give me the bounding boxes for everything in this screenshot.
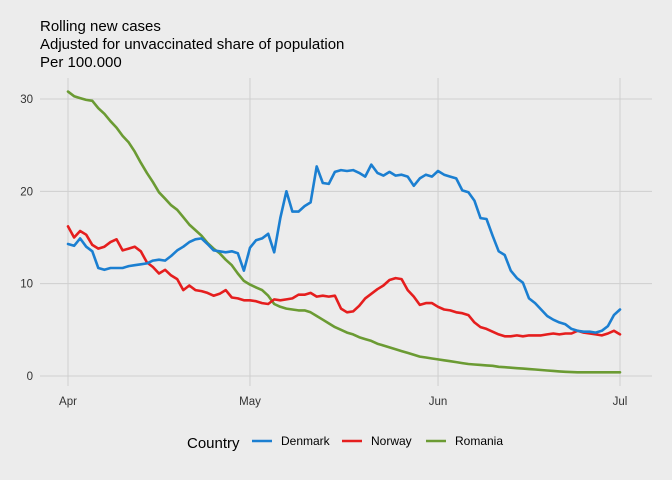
legend-label-norway: Norway: [371, 434, 412, 448]
y-tick-label: 10: [20, 279, 33, 291]
grid: [40, 78, 652, 386]
series-lines: [66, 90, 622, 374]
legend: Country Denmark Norway Romania: [187, 434, 503, 452]
legend-title: Country: [187, 435, 240, 452]
y-tick-label: 0: [27, 371, 33, 383]
y-tick-label: 30: [20, 94, 33, 106]
x-tick-label: Jun: [429, 396, 448, 408]
y-axis-ticks: 0 10 20 30: [20, 94, 33, 383]
series-line-romania: [66, 90, 622, 374]
legend-label-romania: Romania: [455, 434, 503, 448]
legend-label-denmark: Denmark: [281, 434, 331, 448]
title-line-1: Rolling new cases: [40, 18, 161, 35]
x-tick-label: May: [239, 396, 261, 408]
x-axis-ticks: Apr May Jun Jul: [59, 396, 627, 408]
title-line-3: Per 100.000: [40, 54, 122, 71]
series-line-denmark: [66, 163, 622, 334]
chart-title: Rolling new cases Adjusted for unvaccina…: [40, 18, 344, 71]
x-tick-label: Jul: [613, 396, 628, 408]
title-line-2: Adjusted for unvaccinated share of popul…: [40, 36, 344, 53]
series-line-norway: [66, 225, 622, 338]
y-tick-label: 20: [20, 186, 33, 198]
x-tick-label: Apr: [59, 396, 77, 408]
legend-items: Denmark Norway Romania: [252, 434, 503, 448]
